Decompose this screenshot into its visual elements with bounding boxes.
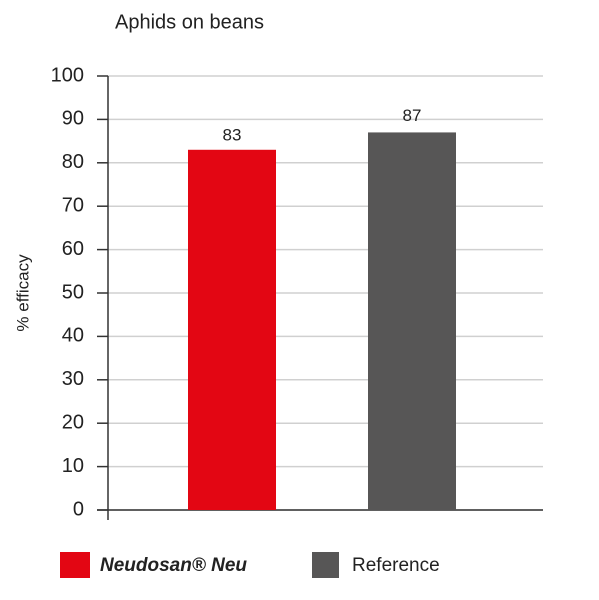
y-tick-label: 90 — [62, 108, 84, 130]
y-tick-label: 40 — [62, 325, 84, 347]
y-tick-label: 0 — [73, 498, 84, 520]
legend-label: Reference — [352, 555, 440, 576]
legend-swatch — [60, 552, 90, 578]
bar — [188, 149, 276, 510]
value-label: 87 — [403, 106, 422, 125]
y-tick-label: 80 — [62, 151, 84, 173]
y-axis-label: % efficacy — [13, 254, 32, 332]
legend-swatch — [312, 552, 339, 578]
chart-title: Aphids on beans — [115, 11, 264, 33]
y-tick-label: 30 — [62, 368, 84, 390]
y-tick-label: 60 — [62, 238, 84, 260]
y-tick-label: 100 — [51, 64, 84, 86]
y-tick-label: 70 — [62, 194, 84, 216]
y-tick-label: 10 — [62, 455, 84, 477]
value-label: 83 — [223, 125, 242, 144]
bar — [368, 132, 456, 511]
y-tick-label: 20 — [62, 411, 84, 433]
legend-label: Neudosan® Neu — [100, 555, 247, 576]
y-tick-label: 50 — [62, 281, 84, 303]
